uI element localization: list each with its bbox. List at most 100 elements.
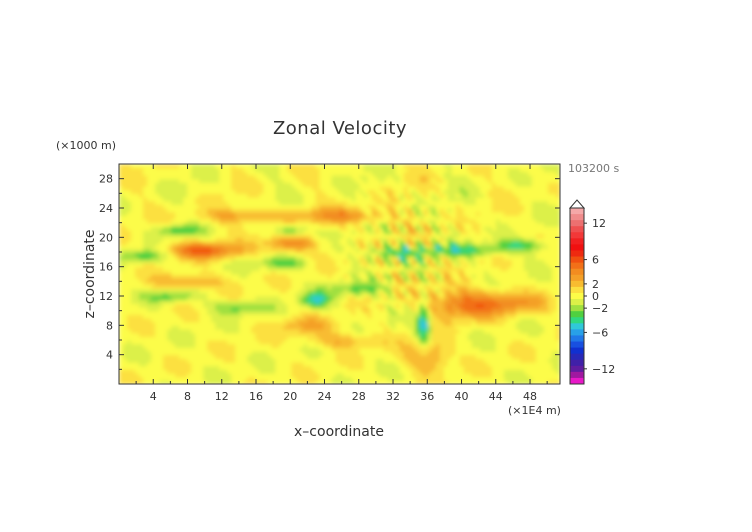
heatmap-cell <box>463 233 469 238</box>
heatmap-cell <box>395 226 401 231</box>
heatmap-cell <box>259 296 264 301</box>
heatmap-cell <box>247 277 252 282</box>
heatmap-cell <box>511 354 517 359</box>
heatmap-cell <box>439 340 445 345</box>
heatmap-cell <box>503 321 509 326</box>
heatmap-cell <box>199 230 204 235</box>
heatmap-cell <box>295 314 301 319</box>
heatmap-cell <box>319 318 325 323</box>
heatmap-cell <box>415 307 421 312</box>
heatmap-cell <box>255 307 260 312</box>
heatmap-cell <box>227 266 232 271</box>
heatmap-cell <box>391 376 397 381</box>
heatmap-cell <box>159 215 164 220</box>
heatmap-cell <box>239 252 244 257</box>
heatmap-cell <box>207 270 212 275</box>
heatmap-cell <box>555 244 560 249</box>
heatmap-cell <box>427 219 433 224</box>
heatmap-cell <box>319 226 325 231</box>
heatmap-cell <box>327 303 333 308</box>
heatmap-cell <box>547 241 553 246</box>
heatmap-cell <box>299 340 305 345</box>
heatmap-cell <box>315 255 321 260</box>
heatmap-cell <box>195 362 200 367</box>
heatmap-cell <box>275 347 280 352</box>
heatmap-cell <box>283 373 288 378</box>
heatmap-cell <box>367 365 373 370</box>
heatmap-cell <box>223 358 228 363</box>
heatmap-cell <box>163 241 168 246</box>
heatmap-cell <box>171 380 176 384</box>
heatmap-cell <box>531 259 537 264</box>
heatmap-cell <box>267 292 272 297</box>
heatmap-cell <box>463 270 469 275</box>
heatmap-cell <box>483 318 489 323</box>
heatmap-cell <box>403 241 409 246</box>
heatmap-cell <box>475 303 481 308</box>
heatmap-cell <box>367 376 373 381</box>
heatmap-cell <box>163 325 168 330</box>
heatmap-cell <box>411 365 417 370</box>
heatmap-cell <box>403 281 409 286</box>
heatmap-cell <box>155 332 160 337</box>
heatmap-cell <box>287 318 292 323</box>
heatmap-cell <box>311 244 317 249</box>
heatmap-cell <box>475 380 481 384</box>
heatmap-cell <box>291 351 296 356</box>
heatmap-cell <box>411 343 417 348</box>
heatmap-cell <box>467 314 473 319</box>
heatmap-cell <box>483 219 489 224</box>
heatmap-cell <box>323 358 329 363</box>
heatmap-cell <box>383 292 389 297</box>
heatmap-cell <box>275 340 280 345</box>
heatmap-cell <box>263 292 268 297</box>
heatmap-cell <box>167 325 172 330</box>
heatmap-cell <box>387 266 393 271</box>
heatmap-cell <box>143 318 148 323</box>
heatmap-cell <box>395 230 401 235</box>
heatmap-cell <box>403 270 409 275</box>
heatmap-cell <box>531 255 537 260</box>
heatmap-cell <box>383 351 389 356</box>
heatmap-cell <box>271 376 276 381</box>
heatmap-cell <box>147 215 152 220</box>
heatmap-cell <box>447 230 453 235</box>
heatmap-cell <box>375 233 381 238</box>
heatmap-cell <box>327 255 333 260</box>
heatmap-cell <box>535 230 541 235</box>
heatmap-cell <box>411 222 417 227</box>
heatmap-cell <box>347 252 353 257</box>
heatmap-cell <box>507 292 513 297</box>
heatmap-cell <box>175 270 180 275</box>
heatmap-cell <box>119 373 124 378</box>
heatmap-cell <box>315 285 321 290</box>
heatmap-cell <box>407 230 413 235</box>
heatmap-cell <box>375 373 381 378</box>
heatmap-cell <box>511 292 517 297</box>
heatmap-cell <box>199 222 204 227</box>
heatmap-cell <box>127 285 132 290</box>
heatmap-cell <box>467 252 473 257</box>
heatmap-cell <box>311 252 317 257</box>
heatmap-cell <box>483 325 489 330</box>
heatmap-cell <box>291 259 296 264</box>
heatmap-cell <box>139 380 144 384</box>
heatmap-cell <box>259 343 264 348</box>
heatmap-cell <box>367 351 373 356</box>
heatmap-cell <box>347 365 353 370</box>
heatmap-cell <box>467 351 473 356</box>
heatmap-cell <box>331 314 337 319</box>
heatmap-cell <box>131 259 136 264</box>
heatmap-cell <box>191 310 196 315</box>
heatmap-cell <box>135 336 140 341</box>
heatmap-cell <box>239 230 244 235</box>
heatmap-cell <box>411 303 417 308</box>
heatmap-cell <box>235 369 240 374</box>
heatmap-cell <box>247 369 252 374</box>
heatmap-cell <box>239 332 244 337</box>
heatmap-cell <box>487 365 493 370</box>
heatmap-cell <box>327 354 333 359</box>
heatmap-cell <box>379 263 385 268</box>
heatmap-cell <box>155 329 160 334</box>
heatmap-cell <box>227 347 232 352</box>
